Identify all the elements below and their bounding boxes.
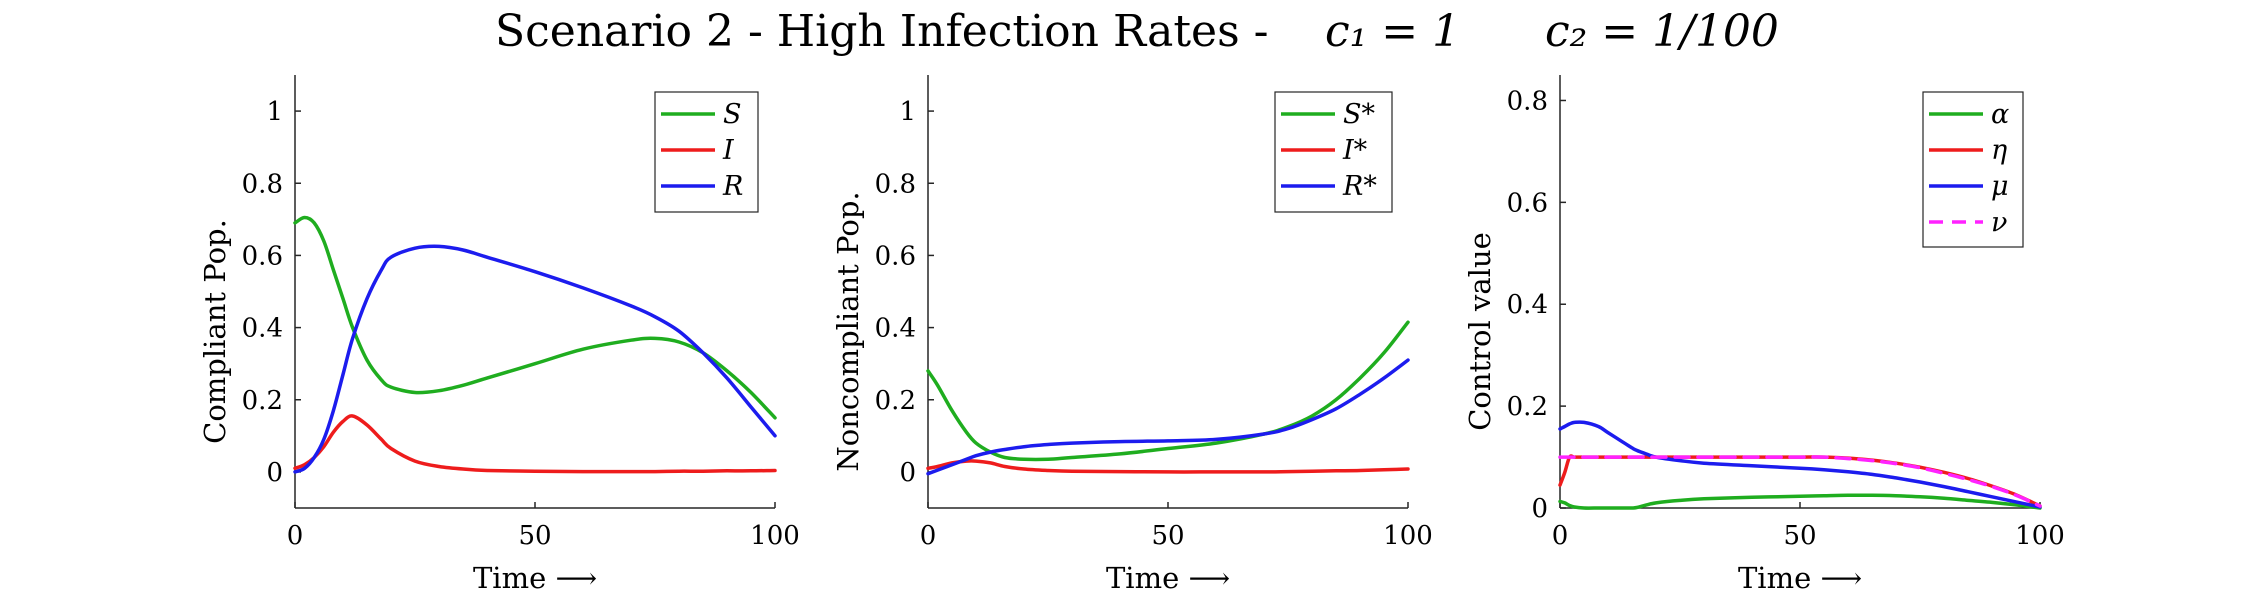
y-tick-label: 0.4	[875, 314, 916, 344]
legend-entry: I	[722, 135, 735, 166]
legend-entry: R	[722, 171, 743, 202]
chart-panel-2: 0 0.2 0.4 0.6 0.8 1 0 50 100 Time ⟶ Noncompliant P…	[831, 75, 1433, 595]
y-tick-label: 0.6	[1507, 188, 1548, 218]
y-axis-label: Control value	[1463, 232, 1497, 431]
y-tick-label: 1	[266, 97, 283, 127]
y-axis-label: Noncompliant Pop.	[831, 191, 865, 471]
y-tick-label: 0.8	[1507, 86, 1548, 116]
y-tick-label: 0.8	[242, 169, 283, 199]
series-line-1	[926, 320, 1410, 462]
y-tick-label: 0.8	[875, 169, 916, 199]
series-line-2	[293, 414, 777, 474]
y-tick-label: 0.2	[242, 386, 283, 416]
y-tick-label: 0.6	[875, 241, 916, 271]
x-tick-label: 50	[518, 521, 551, 551]
series-line-2	[926, 459, 1410, 474]
x-tick-label: 100	[2015, 521, 2065, 551]
series-line-3	[926, 358, 1410, 476]
y-tick-label: 0	[1531, 494, 1548, 524]
series-line-2	[1558, 454, 2042, 508]
legend: S* I* R*	[1274, 91, 1393, 213]
x-tick-label: 100	[750, 521, 800, 551]
y-tick-label: 0.6	[242, 241, 283, 271]
param-c1: c₁ = 1	[1325, 6, 1461, 57]
legend-entry: S*	[1343, 99, 1375, 130]
y-tick-label: 0.2	[1507, 392, 1548, 422]
series-line-3	[293, 244, 777, 474]
x-tick-label: 50	[1783, 521, 1816, 551]
x-axis-label: Time ⟶	[473, 561, 597, 595]
x-tick-label: 50	[1151, 521, 1184, 551]
y-tick-label: 0.2	[875, 386, 916, 416]
series-line-3	[1558, 420, 2042, 509]
chart-panel-3: 0 0.2 0.4 0.6 0.8 0 50 100 Time ⟶ Control value αη…	[1463, 75, 2065, 595]
series-line-1	[1558, 493, 2042, 510]
legend-box	[654, 91, 759, 213]
figure-title-area: Scenario 2 - High Infection Rates - c₁ =…	[0, 0, 2250, 70]
y-tick-label: 0	[266, 458, 283, 488]
x-tick-label: 0	[287, 521, 304, 551]
y-axis-label: Compliant Pop.	[198, 219, 232, 444]
figure-title: Scenario 2 - High Infection Rates -	[495, 6, 1269, 57]
param-c2: c₂ = 1/100	[1545, 6, 1779, 57]
x-tick-label: 0	[1552, 521, 1569, 551]
x-tick-label: 100	[1383, 521, 1433, 551]
y-tick-label: 0.4	[242, 314, 283, 344]
legend: SIR	[654, 91, 759, 213]
legend-entry: ν	[1991, 207, 2007, 238]
series-line-4	[1558, 455, 2042, 508]
chart-panel-1: 0 0.2 0.4 0.6 0.8 1 0 50 100 Time ⟶ Compliant Pop.…	[198, 75, 800, 595]
x-axis-label: Time ⟶	[1106, 561, 1230, 595]
legend-entry: α	[1991, 99, 2009, 130]
y-tick-label: 0	[899, 458, 916, 488]
legend-entry: R*	[1342, 171, 1377, 202]
legend-entry: η	[1991, 135, 2007, 166]
x-axis-label: Time ⟶	[1738, 561, 1862, 595]
legend-entry: μ	[1991, 171, 2009, 202]
legend-entry: I*	[1342, 135, 1368, 166]
series-line-1	[293, 215, 777, 420]
legend-entry: S	[723, 99, 742, 130]
y-tick-label: 1	[899, 97, 916, 127]
x-tick-label: 0	[920, 521, 937, 551]
legend-box	[1274, 91, 1393, 213]
y-tick-label: 0.4	[1507, 290, 1548, 320]
